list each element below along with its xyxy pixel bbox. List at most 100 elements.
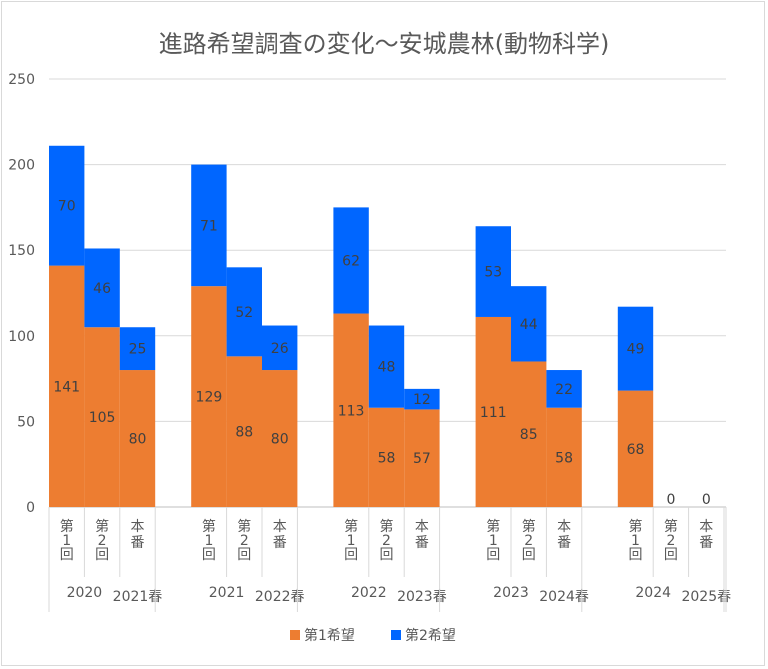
category-label-char: 本 xyxy=(415,519,429,535)
data-label-first-choice: 88 xyxy=(235,425,253,441)
category-label-char: 第 xyxy=(95,518,109,535)
group-season-label: 2025春 xyxy=(681,589,731,605)
bar-first-choice xyxy=(119,370,156,507)
group-year-label: 2021 xyxy=(209,585,245,601)
data-label-second-choice: 52 xyxy=(235,305,253,321)
bar-second-choice xyxy=(191,164,227,287)
category-label-char: 2 xyxy=(240,533,249,549)
category-label-char: 第 xyxy=(522,518,536,535)
category-label-char: 番 xyxy=(557,535,571,551)
category-label-char: 1 xyxy=(347,533,356,549)
data-label-first-choice: 105 xyxy=(89,410,116,426)
bar-first-choice xyxy=(404,409,440,507)
bar-first-choice xyxy=(262,370,298,507)
category-label-char: 第 xyxy=(60,518,74,535)
category-label-char: 2 xyxy=(524,533,533,549)
data-label-second-choice: 44 xyxy=(520,317,538,333)
data-label-second-choice: 49 xyxy=(627,342,645,358)
y-tick-label: 200 xyxy=(8,158,35,174)
bar-first-choice xyxy=(49,265,85,507)
bar-second-choice xyxy=(475,226,511,317)
y-tick-label: 100 xyxy=(8,329,35,345)
data-label-second-choice: 0 xyxy=(666,492,675,508)
data-label-first-choice: 113 xyxy=(338,403,365,419)
y-tick-label: 250 xyxy=(8,72,35,88)
bar-second-choice xyxy=(404,388,440,410)
legend-entry: 第1希望 xyxy=(304,627,355,644)
legend-entry: 第2希望 xyxy=(405,627,456,644)
bar-second-choice xyxy=(226,267,262,357)
data-label-first-choice: 129 xyxy=(196,390,223,406)
bar-first-choice xyxy=(368,407,405,507)
data-label-first-choice: 111 xyxy=(480,405,507,421)
group-year-label: 2020 xyxy=(67,585,103,601)
bar-first-choice xyxy=(226,356,262,507)
bar-second-choice xyxy=(368,325,405,408)
data-label-second-choice: 70 xyxy=(58,199,76,215)
category-label-char: 番 xyxy=(131,535,145,551)
data-label-first-choice: 57 xyxy=(413,451,431,467)
bar-second-choice xyxy=(262,325,298,371)
y-tick-label: 150 xyxy=(8,243,35,259)
category-label-char: 2 xyxy=(382,533,391,549)
category-label-char: 第 xyxy=(202,518,216,535)
category-label-char: 回 xyxy=(237,547,251,563)
bar-first-choice xyxy=(617,390,654,507)
category-label-char: 本 xyxy=(273,519,287,535)
data-label-second-choice: 25 xyxy=(129,342,147,358)
group-season-label: 2021春 xyxy=(113,589,163,605)
category-label-char: 第 xyxy=(237,518,251,535)
category-label-char: 回 xyxy=(95,547,109,563)
y-tick-label: 50 xyxy=(17,414,35,430)
category-label-char: 第 xyxy=(380,518,394,535)
data-label-second-choice: 12 xyxy=(413,392,431,408)
category-label-char: 回 xyxy=(202,547,216,563)
data-label-second-choice: 26 xyxy=(271,341,289,357)
bar-second-choice xyxy=(617,306,654,391)
category-label-char: 2 xyxy=(666,533,675,549)
bar-second-choice xyxy=(333,207,369,314)
data-label-first-choice: 68 xyxy=(627,442,645,458)
category-label-char: 1 xyxy=(631,533,640,549)
category-label-char: 第 xyxy=(486,518,500,535)
data-label-second-choice: 71 xyxy=(200,218,218,234)
bar-second-choice xyxy=(511,286,547,362)
bar-second-choice xyxy=(119,327,156,371)
data-label-first-choice: 58 xyxy=(378,450,396,466)
category-label-char: 第 xyxy=(629,518,643,535)
bar-first-choice xyxy=(511,361,547,507)
group-year-label: 2022 xyxy=(351,585,387,601)
data-label-second-choice: 53 xyxy=(484,265,502,281)
category-label-char: 回 xyxy=(522,547,536,563)
data-label-first-choice: 80 xyxy=(129,432,147,448)
category-label-char: 回 xyxy=(344,547,358,563)
category-label-char: 1 xyxy=(204,533,213,549)
category-label-char: 本 xyxy=(699,519,713,535)
bar-first-choice xyxy=(191,286,227,507)
data-label-first-choice: 141 xyxy=(53,379,80,395)
group-season-label: 2022春 xyxy=(255,589,305,605)
data-label-first-choice: 85 xyxy=(520,427,538,443)
category-label-char: 第 xyxy=(344,518,358,535)
category-label-char: 本 xyxy=(131,519,145,535)
group-year-label: 2023 xyxy=(493,585,529,601)
data-label-second-choice: 0 xyxy=(702,492,711,508)
category-label-char: 回 xyxy=(380,547,394,563)
bar-first-choice xyxy=(333,313,369,507)
legend-swatch xyxy=(290,630,300,640)
legend-swatch xyxy=(391,630,401,640)
category-label-char: 2 xyxy=(98,533,107,549)
bar-second-choice xyxy=(49,145,85,266)
data-label-second-choice: 22 xyxy=(555,382,573,398)
y-tick-label: 0 xyxy=(26,500,35,516)
category-label-char: 番 xyxy=(415,535,429,551)
category-label-char: 1 xyxy=(62,533,71,549)
data-label-first-choice: 58 xyxy=(555,450,573,466)
category-label-char: 第 xyxy=(664,518,678,535)
group-season-label: 2023春 xyxy=(397,589,447,605)
bar-second-choice xyxy=(84,248,120,328)
data-label-second-choice: 48 xyxy=(378,360,396,376)
chart-title: 進路希望調査の変化～安城農林(動物科学) xyxy=(159,30,610,58)
category-label-char: 番 xyxy=(273,535,287,551)
category-label-char: 回 xyxy=(629,547,643,563)
